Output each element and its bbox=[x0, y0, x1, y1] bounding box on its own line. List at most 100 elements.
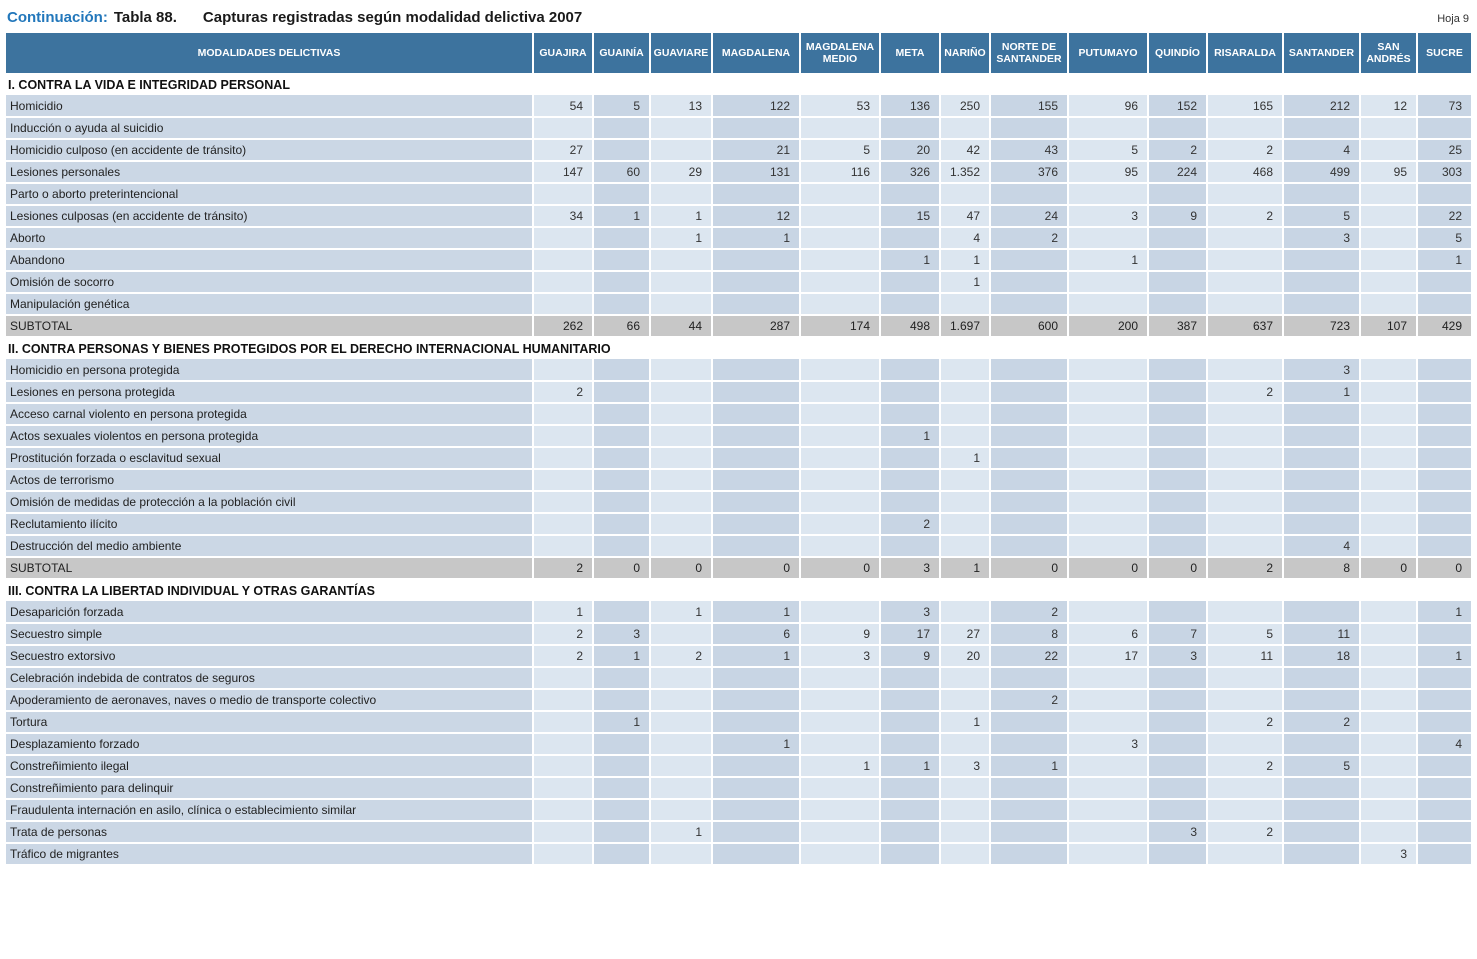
value-cell bbox=[1148, 601, 1207, 623]
table-row: Lesiones culposas (en accidente de tráns… bbox=[6, 205, 1471, 227]
value-cell bbox=[712, 799, 800, 821]
value-cell bbox=[650, 491, 712, 513]
value-cell bbox=[800, 667, 880, 689]
value-cell bbox=[1148, 117, 1207, 139]
value-cell: 6 bbox=[712, 623, 800, 645]
value-cell bbox=[593, 513, 650, 535]
value-cell bbox=[1417, 777, 1471, 799]
value-cell bbox=[880, 689, 940, 711]
value-cell bbox=[650, 535, 712, 557]
value-cell: 0 bbox=[990, 557, 1068, 579]
value-cell bbox=[940, 513, 990, 535]
value-cell bbox=[1068, 227, 1148, 249]
value-cell: 376 bbox=[990, 161, 1068, 183]
value-cell: 2 bbox=[650, 645, 712, 667]
value-cell: 8 bbox=[990, 623, 1068, 645]
table-row: Abandono1111 bbox=[6, 249, 1471, 271]
value-cell: 174 bbox=[800, 315, 880, 337]
value-cell bbox=[593, 403, 650, 425]
value-cell bbox=[880, 271, 940, 293]
continuation-label: Continuación: bbox=[7, 9, 108, 26]
value-cell bbox=[1148, 777, 1207, 799]
value-cell bbox=[593, 249, 650, 271]
value-cell: 1 bbox=[593, 711, 650, 733]
value-cell bbox=[1148, 293, 1207, 315]
value-cell bbox=[880, 381, 940, 403]
value-cell bbox=[1360, 469, 1417, 491]
value-cell bbox=[1417, 293, 1471, 315]
value-cell: 0 bbox=[712, 557, 800, 579]
value-cell: 24 bbox=[990, 205, 1068, 227]
table-row: Omisión de socorro1 bbox=[6, 271, 1471, 293]
column-header-modalidades: MODALIDADES DELICTIVAS bbox=[6, 33, 533, 73]
value-cell bbox=[1207, 667, 1283, 689]
row-label: Desaparición forzada bbox=[6, 601, 533, 623]
value-cell bbox=[1207, 425, 1283, 447]
value-cell bbox=[1360, 513, 1417, 535]
value-cell bbox=[990, 425, 1068, 447]
value-cell bbox=[800, 733, 880, 755]
value-cell bbox=[593, 117, 650, 139]
value-cell bbox=[1417, 799, 1471, 821]
value-cell bbox=[650, 425, 712, 447]
column-header: MAGDALENA MEDIO bbox=[800, 33, 880, 73]
value-cell bbox=[880, 821, 940, 843]
value-cell bbox=[1360, 755, 1417, 777]
table-row: Inducción o ayuda al suicidio bbox=[6, 117, 1471, 139]
value-cell: 42 bbox=[940, 139, 990, 161]
value-cell bbox=[940, 491, 990, 513]
value-cell: 34 bbox=[533, 205, 593, 227]
value-cell: 200 bbox=[1068, 315, 1148, 337]
value-cell bbox=[1360, 601, 1417, 623]
value-cell bbox=[712, 513, 800, 535]
value-cell bbox=[1417, 821, 1471, 843]
value-cell: 5 bbox=[1068, 139, 1148, 161]
value-cell bbox=[1360, 733, 1417, 755]
value-cell: 21 bbox=[712, 139, 800, 161]
value-cell bbox=[800, 513, 880, 535]
value-cell: 0 bbox=[1148, 557, 1207, 579]
value-cell bbox=[1207, 843, 1283, 865]
value-cell bbox=[1068, 491, 1148, 513]
value-cell bbox=[593, 777, 650, 799]
value-cell: 116 bbox=[800, 161, 880, 183]
value-cell: 1 bbox=[940, 249, 990, 271]
value-cell: 3 bbox=[880, 557, 940, 579]
value-cell bbox=[1360, 425, 1417, 447]
value-cell bbox=[1148, 271, 1207, 293]
value-cell bbox=[1417, 667, 1471, 689]
row-label: Destrucción del medio ambiente bbox=[6, 535, 533, 557]
table-row: Trata de personas132 bbox=[6, 821, 1471, 843]
value-cell bbox=[800, 601, 880, 623]
value-cell bbox=[1148, 249, 1207, 271]
value-cell: 3 bbox=[1360, 843, 1417, 865]
row-label: Actos sexuales violentos en persona prot… bbox=[6, 425, 533, 447]
value-cell: 1 bbox=[712, 645, 800, 667]
value-cell bbox=[880, 359, 940, 381]
value-cell bbox=[1360, 381, 1417, 403]
page-title: Capturas registradas según modalidad del… bbox=[203, 9, 582, 26]
value-cell bbox=[1417, 755, 1471, 777]
value-cell bbox=[712, 117, 800, 139]
value-cell bbox=[800, 425, 880, 447]
value-cell: 1 bbox=[1068, 249, 1148, 271]
value-cell bbox=[990, 821, 1068, 843]
value-cell bbox=[1207, 733, 1283, 755]
value-cell bbox=[1283, 667, 1360, 689]
value-cell bbox=[593, 843, 650, 865]
value-cell bbox=[712, 535, 800, 557]
value-cell bbox=[990, 403, 1068, 425]
value-cell: 47 bbox=[940, 205, 990, 227]
value-cell bbox=[940, 183, 990, 205]
table-row: Prostitución forzada o esclavitud sexual… bbox=[6, 447, 1471, 469]
value-cell: 2 bbox=[533, 557, 593, 579]
value-cell bbox=[940, 117, 990, 139]
value-cell: 0 bbox=[593, 557, 650, 579]
value-cell bbox=[800, 491, 880, 513]
value-cell bbox=[1148, 799, 1207, 821]
value-cell bbox=[1207, 183, 1283, 205]
value-cell bbox=[1283, 425, 1360, 447]
value-cell bbox=[1283, 491, 1360, 513]
value-cell bbox=[650, 183, 712, 205]
value-cell bbox=[650, 139, 712, 161]
